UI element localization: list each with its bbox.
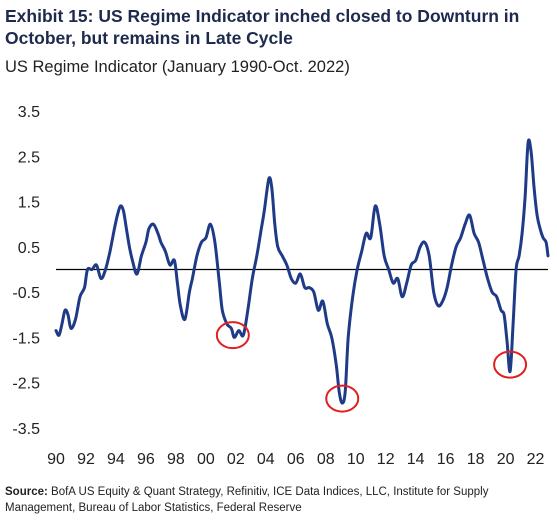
- chart-title: Exhibit 15: US Regime Indicator inched c…: [5, 6, 520, 48]
- x-tick-label: 22: [527, 451, 545, 468]
- chart-subtitle: US Regime Indicator (January 1990-Oct. 2…: [5, 58, 350, 76]
- y-axis-ticks: 3.5 2.5 1.5 0.5 -0.5 -1.5 -2.5 -3.5: [12, 104, 40, 438]
- source-label: Source:: [5, 486, 48, 498]
- y-tick-label: -1.5: [12, 330, 40, 347]
- trough-highlight-circle: [215, 321, 250, 350]
- y-tick-label: 2.5: [18, 149, 40, 166]
- x-tick-label: 14: [407, 451, 425, 468]
- regime-indicator-chart: 3.5 2.5 1.5 0.5 -0.5 -1.5 -2.5 -3.5 90 92 94 96 98 0…: [12, 104, 550, 468]
- x-tick-label: 92: [77, 451, 95, 468]
- source-text: BofA US Equity & Quant Strategy, Refinit…: [5, 486, 489, 514]
- x-tick-label: 02: [227, 451, 245, 468]
- x-tick-label: 98: [167, 451, 185, 468]
- trough-highlight-circle: [325, 384, 360, 413]
- x-tick-label: 96: [137, 451, 155, 468]
- x-tick-label: 00: [197, 451, 215, 468]
- y-tick-label: -3.5: [12, 421, 40, 438]
- trough-highlight-circle: [493, 350, 528, 379]
- x-tick-label: 04: [257, 451, 275, 468]
- x-tick-label: 06: [287, 451, 305, 468]
- x-tick-label: 90: [47, 451, 65, 468]
- x-axis-ticks: 90 92 94 96 98 00 02 04 06 08 10 12 14 16 18 20 22: [47, 451, 544, 468]
- x-tick-label: 94: [107, 451, 125, 468]
- trough-highlights: [215, 321, 528, 413]
- y-tick-label: 0.5: [18, 240, 40, 257]
- x-tick-label: 18: [467, 451, 485, 468]
- x-tick-label: 12: [377, 451, 395, 468]
- x-tick-label: 10: [347, 451, 365, 468]
- y-tick-label: 1.5: [18, 195, 40, 212]
- source-note: Source: BofA US Equity & Quant Strategy,…: [5, 485, 553, 516]
- y-tick-label: -2.5: [12, 376, 40, 393]
- regime-indicator-line: [54, 138, 550, 405]
- x-tick-label: 20: [497, 451, 515, 468]
- x-tick-label: 08: [317, 451, 335, 468]
- y-tick-label: 3.5: [18, 104, 40, 121]
- x-tick-label: 16: [437, 451, 455, 468]
- y-tick-label: -0.5: [12, 285, 40, 302]
